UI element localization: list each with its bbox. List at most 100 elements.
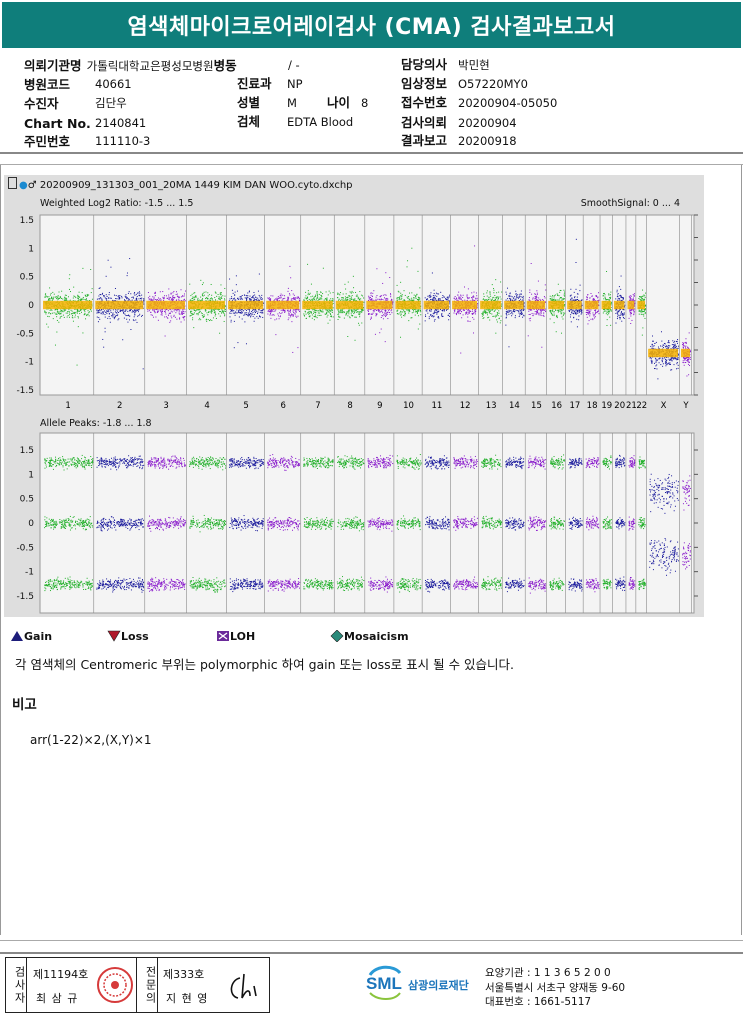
label: 수진자 <box>24 96 59 111</box>
value: 김단우 <box>95 96 127 110</box>
chromosome-label: 1 <box>65 401 70 411</box>
doctor-label: 담당의사 <box>401 57 448 72</box>
loss-triangle-icon <box>107 630 121 642</box>
legend-label: LOH <box>230 630 256 643</box>
clinical-label: 임상정보 <box>401 76 448 91</box>
report-title: 염색체마이크로어레이검사 (CMA) 검사결과보고서 <box>2 2 741 48</box>
chromosome-9 <box>366 268 394 593</box>
y-tick-left: 1 <box>28 244 34 254</box>
doctor-value: 박민현 <box>458 58 490 72</box>
chromosome-label: 5 <box>243 401 248 411</box>
logo-text: SML <box>366 974 402 993</box>
examiner-vertical-label: 검사자 <box>6 958 27 1012</box>
dept-label: 진료과 <box>237 76 272 91</box>
cma-plot: 1 2 3 4 5 6 7 8 9 10 11 12 13 14 15 16 17 18 19 20 21 22 X YWei… <box>16 198 698 614</box>
specimen-value: EDTA Blood <box>287 115 354 129</box>
log2-ratio-title: Weighted Log2 Ratio: -1.5 ... 1.5 <box>40 198 193 209</box>
y-tick-left: 0.5 <box>20 495 34 505</box>
chromosome-11 <box>423 272 451 593</box>
chromosome-2 <box>95 258 145 593</box>
signature-box: 검사자 제11194호 최 삼 규 전문의 제333호 지 현 영 <box>5 957 270 1013</box>
male-icon: ♂ <box>27 180 37 191</box>
examiner-seal-icon <box>97 967 133 1003</box>
chromosome-12 <box>452 245 479 591</box>
chromosome-16 <box>548 283 566 591</box>
plot-filename: 20200909_131303_001_20MA 1449 KIM DAN WO… <box>39 180 353 191</box>
chromosome-label: 11 <box>431 401 442 411</box>
legend-label: Loss <box>121 630 149 643</box>
receipt-value: 20200904-05050 <box>458 96 558 110</box>
chromosome-label: 13 <box>486 401 497 411</box>
chromosome-22 <box>637 289 647 591</box>
chromosome-label: 17 <box>570 401 581 411</box>
mosaicism-diamond-icon <box>330 629 344 643</box>
chromosome-label: 19 <box>601 401 612 411</box>
karyotype-result: arr(1-22)×2,(X,Y)×1 <box>30 733 152 747</box>
chromosome-5 <box>228 273 265 593</box>
sex-label: 성별 <box>237 95 261 110</box>
divider <box>0 952 743 954</box>
chromosome-20 <box>613 275 626 591</box>
sex-value: M <box>287 96 297 110</box>
phone: 대표번호 : 1661-5117 <box>485 996 592 1008</box>
frame-left <box>0 165 1 935</box>
chromosome-label: 9 <box>377 401 382 411</box>
y-tick-left: 1.5 <box>20 216 34 226</box>
legend-mosaicism: Mosaicism <box>330 629 409 644</box>
chromosome-label: 12 <box>460 401 471 411</box>
chromosome-15 <box>526 262 547 594</box>
reviewer-name: 지 현 영 <box>166 992 209 1005</box>
legend-loss: Loss <box>107 630 149 644</box>
address: 서울특별시 서초구 양재동 9-60 <box>485 982 626 994</box>
info-institution: 의뢰기관명 가톨릭대학교은평성모병원병동 <box>24 56 237 74</box>
info-hospital-code: 병원코드 <box>24 75 70 93</box>
chromosome-label: 15 <box>531 401 542 411</box>
allele-peaks-title: Allele Peaks: -1.8 ... 1.8 <box>40 418 152 429</box>
value: 2140841 <box>95 116 147 130</box>
chromosome-21 <box>627 293 636 590</box>
y-tick-left: -0.5 <box>16 329 34 339</box>
pin-icon: ● <box>19 180 28 191</box>
foundation-name: 삼광의료재단 <box>408 979 469 992</box>
chromosome-label: 21 <box>626 401 637 411</box>
chromosome-label: 20 <box>614 401 625 411</box>
chromosome-4 <box>188 279 227 593</box>
examiner-license: 제11194호 <box>33 968 89 981</box>
legend-gain: Gain <box>10 630 52 644</box>
chromosome-label: 3 <box>163 401 168 411</box>
y-tick-left: 1.5 <box>20 446 34 456</box>
info-resident-no: 주민번호 <box>24 132 70 150</box>
dept-value: NP <box>287 77 303 91</box>
chromosome-label: Y <box>682 401 689 411</box>
reviewer-license: 제333호 <box>163 968 205 981</box>
chromosome-19 <box>601 270 612 590</box>
chromosome-14 <box>504 287 525 593</box>
smooth-signal-title: SmoothSignal: 0 ... 4 <box>581 198 680 209</box>
centromere-note: 각 염색체의 Centromeric 부위는 polymorphic 하여 ga… <box>15 657 515 672</box>
label: 주민번호 <box>24 134 71 149</box>
chromosome-7 <box>302 263 334 591</box>
y-tick-left: 0 <box>28 301 34 311</box>
value: 111110-3 <box>95 134 151 148</box>
clinical-value: O57220MY0 <box>458 77 528 91</box>
ward-value: / - <box>288 58 300 72</box>
chromosome-label: 6 <box>281 401 286 411</box>
request-label: 검사의뢰 <box>401 115 448 130</box>
legend-label: Mosaicism <box>344 630 409 643</box>
y-tick-left: 1 <box>28 470 34 480</box>
age-label: 나이 <box>327 95 351 110</box>
chromosome-X <box>648 331 679 576</box>
chromosome-Y <box>680 332 691 570</box>
y-tick-left: 0.5 <box>20 273 34 283</box>
chromosome-3 <box>146 288 186 592</box>
label: 병동 <box>213 58 237 73</box>
receipt-label: 접수번호 <box>401 95 448 110</box>
chromosome-13 <box>480 279 503 591</box>
age-value: 8 <box>361 96 369 110</box>
chromosome-label: 2 <box>117 401 122 411</box>
chromosome-label: 7 <box>315 401 320 411</box>
divider <box>0 152 743 154</box>
chromosome-label: X <box>661 401 667 411</box>
chromosome-label: 14 <box>509 401 520 411</box>
chromosome-17 <box>567 238 583 592</box>
